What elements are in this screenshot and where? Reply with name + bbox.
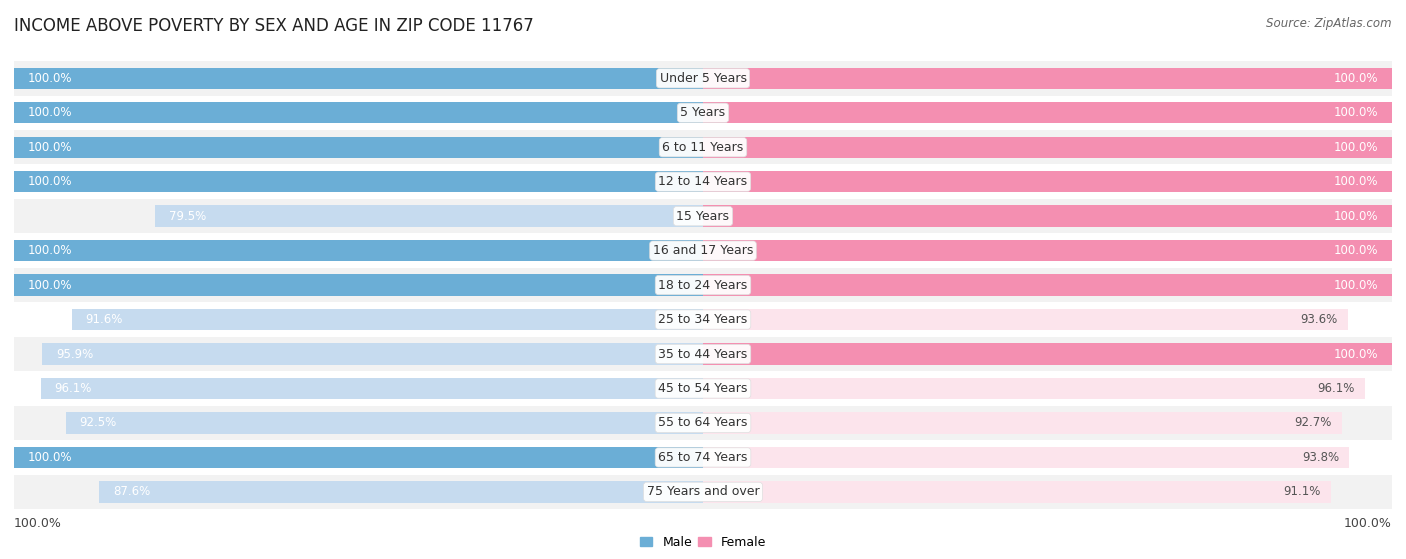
Text: 100.0%: 100.0%	[1334, 141, 1378, 154]
Text: 96.1%: 96.1%	[1317, 382, 1355, 395]
Bar	[14, 371, 1392, 406]
Text: 25 to 34 Years: 25 to 34 Years	[658, 313, 748, 326]
Legend: Male, Female: Male, Female	[636, 531, 770, 554]
Text: 100.0%: 100.0%	[14, 517, 62, 530]
Text: 100.0%: 100.0%	[1334, 106, 1378, 119]
Text: 100.0%: 100.0%	[28, 451, 72, 464]
Text: 93.6%: 93.6%	[1301, 313, 1337, 326]
Text: 5 Years: 5 Years	[681, 106, 725, 119]
Text: 15 Years: 15 Years	[676, 210, 730, 222]
Text: Source: ZipAtlas.com: Source: ZipAtlas.com	[1267, 17, 1392, 30]
Bar	[14, 68, 703, 89]
Bar	[14, 171, 703, 192]
Text: 100.0%: 100.0%	[1334, 72, 1378, 85]
Text: 100.0%: 100.0%	[28, 72, 72, 85]
Bar	[14, 406, 1392, 440]
Text: 35 to 44 Years: 35 to 44 Years	[658, 348, 748, 361]
Text: 12 to 14 Years: 12 to 14 Years	[658, 175, 748, 188]
Bar	[14, 302, 1392, 337]
Bar	[703, 343, 1392, 364]
Text: 18 to 24 Years: 18 to 24 Years	[658, 278, 748, 292]
Text: 100.0%: 100.0%	[28, 244, 72, 257]
Bar	[14, 61, 1392, 96]
Bar	[703, 102, 1392, 124]
Bar	[703, 68, 1392, 89]
Text: 100.0%: 100.0%	[28, 106, 72, 119]
Bar	[100, 481, 703, 503]
Bar	[14, 136, 703, 158]
Bar	[703, 378, 1365, 399]
Bar	[14, 337, 1392, 371]
Bar	[703, 413, 1341, 434]
Bar	[14, 440, 1392, 475]
Text: 79.5%: 79.5%	[169, 210, 207, 222]
Bar	[66, 413, 703, 434]
Bar	[703, 481, 1330, 503]
Bar	[14, 96, 1392, 130]
Bar	[14, 102, 703, 124]
Text: 100.0%: 100.0%	[28, 175, 72, 188]
Text: 100.0%: 100.0%	[1334, 348, 1378, 361]
Bar	[703, 240, 1392, 261]
Text: 91.6%: 91.6%	[86, 313, 124, 326]
Text: 95.9%: 95.9%	[56, 348, 93, 361]
Text: 93.8%: 93.8%	[1302, 451, 1339, 464]
Bar	[703, 136, 1392, 158]
Text: 100.0%: 100.0%	[1334, 175, 1378, 188]
Bar	[42, 343, 703, 364]
Bar	[155, 206, 703, 227]
Bar	[14, 240, 703, 261]
Bar	[703, 309, 1348, 330]
Bar	[41, 378, 703, 399]
Bar	[14, 274, 703, 296]
Text: 45 to 54 Years: 45 to 54 Years	[658, 382, 748, 395]
Bar	[703, 171, 1392, 192]
Text: 96.1%: 96.1%	[55, 382, 91, 395]
Text: 16 and 17 Years: 16 and 17 Years	[652, 244, 754, 257]
Text: 75 Years and over: 75 Years and over	[647, 485, 759, 499]
Bar	[14, 234, 1392, 268]
Bar	[14, 447, 703, 468]
Text: 65 to 74 Years: 65 to 74 Years	[658, 451, 748, 464]
Text: 100.0%: 100.0%	[28, 141, 72, 154]
Text: Under 5 Years: Under 5 Years	[659, 72, 747, 85]
Text: 100.0%: 100.0%	[1334, 244, 1378, 257]
Bar	[14, 475, 1392, 509]
Text: 92.5%: 92.5%	[80, 416, 117, 429]
Bar	[14, 164, 1392, 199]
Bar	[703, 447, 1350, 468]
Text: 6 to 11 Years: 6 to 11 Years	[662, 141, 744, 154]
Bar	[72, 309, 703, 330]
Bar	[703, 206, 1392, 227]
Text: 92.7%: 92.7%	[1294, 416, 1331, 429]
Text: 55 to 64 Years: 55 to 64 Years	[658, 416, 748, 429]
Text: 91.1%: 91.1%	[1282, 485, 1320, 499]
Text: 87.6%: 87.6%	[114, 485, 150, 499]
Bar	[14, 268, 1392, 302]
Text: 100.0%: 100.0%	[1334, 278, 1378, 292]
Text: 100.0%: 100.0%	[1344, 517, 1392, 530]
Bar	[14, 199, 1392, 234]
Bar	[703, 274, 1392, 296]
Text: INCOME ABOVE POVERTY BY SEX AND AGE IN ZIP CODE 11767: INCOME ABOVE POVERTY BY SEX AND AGE IN Z…	[14, 17, 534, 35]
Text: 100.0%: 100.0%	[1334, 210, 1378, 222]
Text: 100.0%: 100.0%	[28, 278, 72, 292]
Bar	[14, 130, 1392, 164]
